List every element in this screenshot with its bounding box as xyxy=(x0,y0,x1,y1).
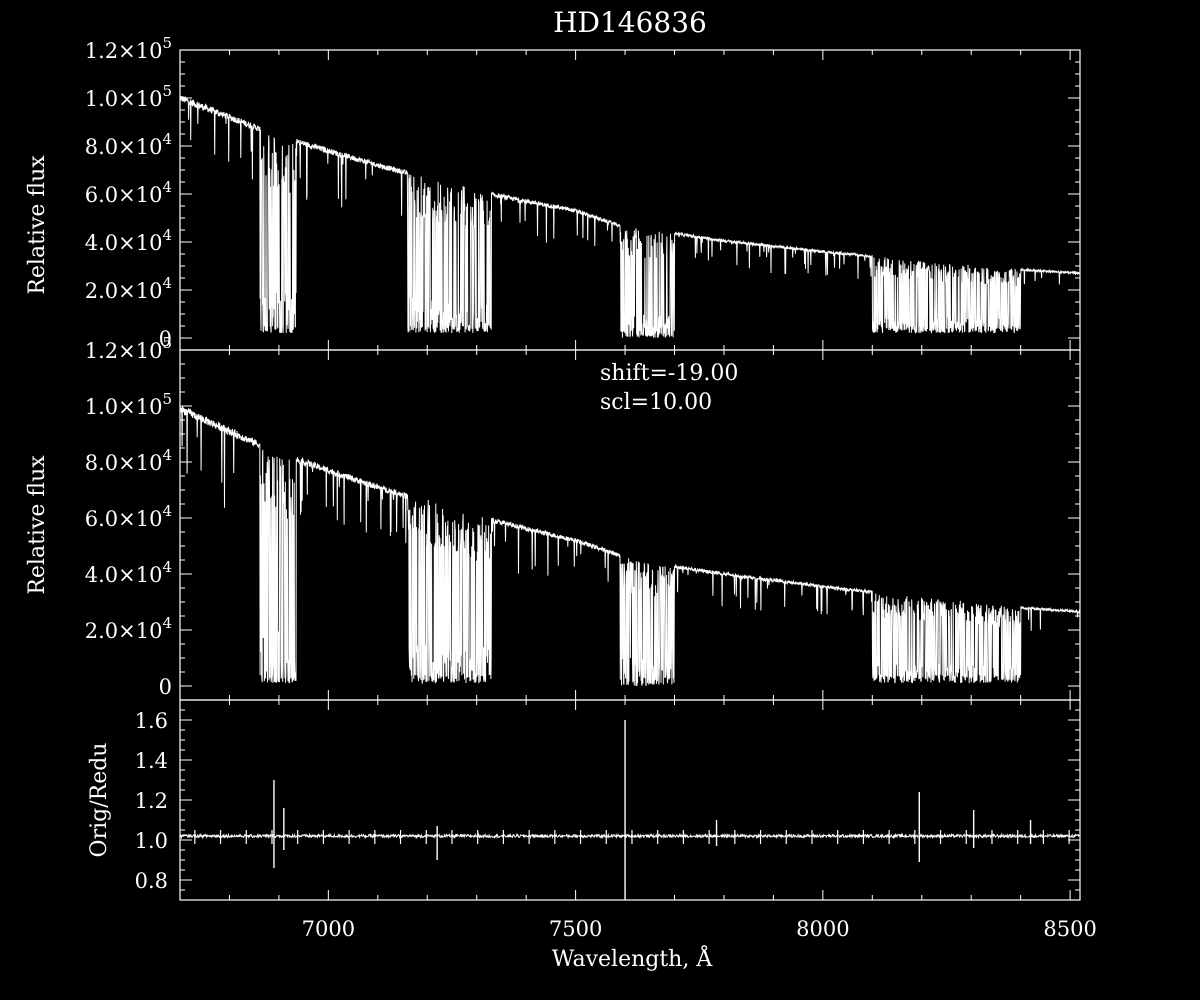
x-tick-label: 7500 xyxy=(549,917,602,941)
y-tick-label: 4.0×104 xyxy=(85,226,172,255)
panel-bottom: 0.8 1.0 1.2 1.4 1.6 7000 7500 8000 8500 xyxy=(135,699,1097,941)
y-tick-label: 6.0×104 xyxy=(85,178,172,207)
y-tick-label: 1.2×105 xyxy=(85,334,172,363)
annotation-scl: scl=10.00 xyxy=(600,390,712,415)
y-tick-label: 1.0×105 xyxy=(85,82,172,111)
y-tick-label: 1.2 xyxy=(135,789,168,813)
chart-title: HD146836 xyxy=(553,6,707,39)
y-tick-label: 1.4 xyxy=(135,749,168,773)
panel-top: 1.2×105 1.0×105 8.0×104 6.0×104 4.0×104 2.0×1… xyxy=(85,34,1081,351)
x-axis-label: Wavelength, Å xyxy=(552,944,714,972)
y-tick-label: 0 xyxy=(159,675,172,699)
y-tick-label: 0 xyxy=(159,327,172,351)
y-tick-label: 1.2×105 xyxy=(85,34,172,63)
y-tick-label: 1.6 xyxy=(135,709,168,733)
y-tick-label: 8.0×104 xyxy=(85,130,172,159)
annotation-shift: shift=-19.00 xyxy=(600,361,738,386)
x-tick-label: 8500 xyxy=(1043,917,1096,941)
bottom-ylabel: Orig/Redu xyxy=(87,743,112,858)
middle-ylabel: Relative flux xyxy=(25,455,50,595)
y-tick-label: 2.0×104 xyxy=(85,274,172,303)
top-ylabel: Relative flux xyxy=(25,155,50,295)
x-tick-label: 8000 xyxy=(796,917,849,941)
y-tick-label: 1.0×105 xyxy=(85,390,172,419)
y-tick-label: 4.0×104 xyxy=(85,558,172,587)
panel-middle: 1.2×105 1.0×105 8.0×104 6.0×104 4.0×104 2.0×1… xyxy=(85,334,1081,701)
y-tick-label: 0.8 xyxy=(135,869,168,893)
spectrum-line xyxy=(179,95,1081,338)
spectrum-line xyxy=(179,406,1081,686)
y-tick-label: 8.0×104 xyxy=(85,446,172,475)
ratio-line xyxy=(179,832,1081,840)
y-tick-label: 2.0×104 xyxy=(85,614,172,643)
y-tick-label: 1.0 xyxy=(135,829,168,853)
y-tick-label: 6.0×104 xyxy=(85,502,172,531)
x-tick-label: 7000 xyxy=(302,917,355,941)
